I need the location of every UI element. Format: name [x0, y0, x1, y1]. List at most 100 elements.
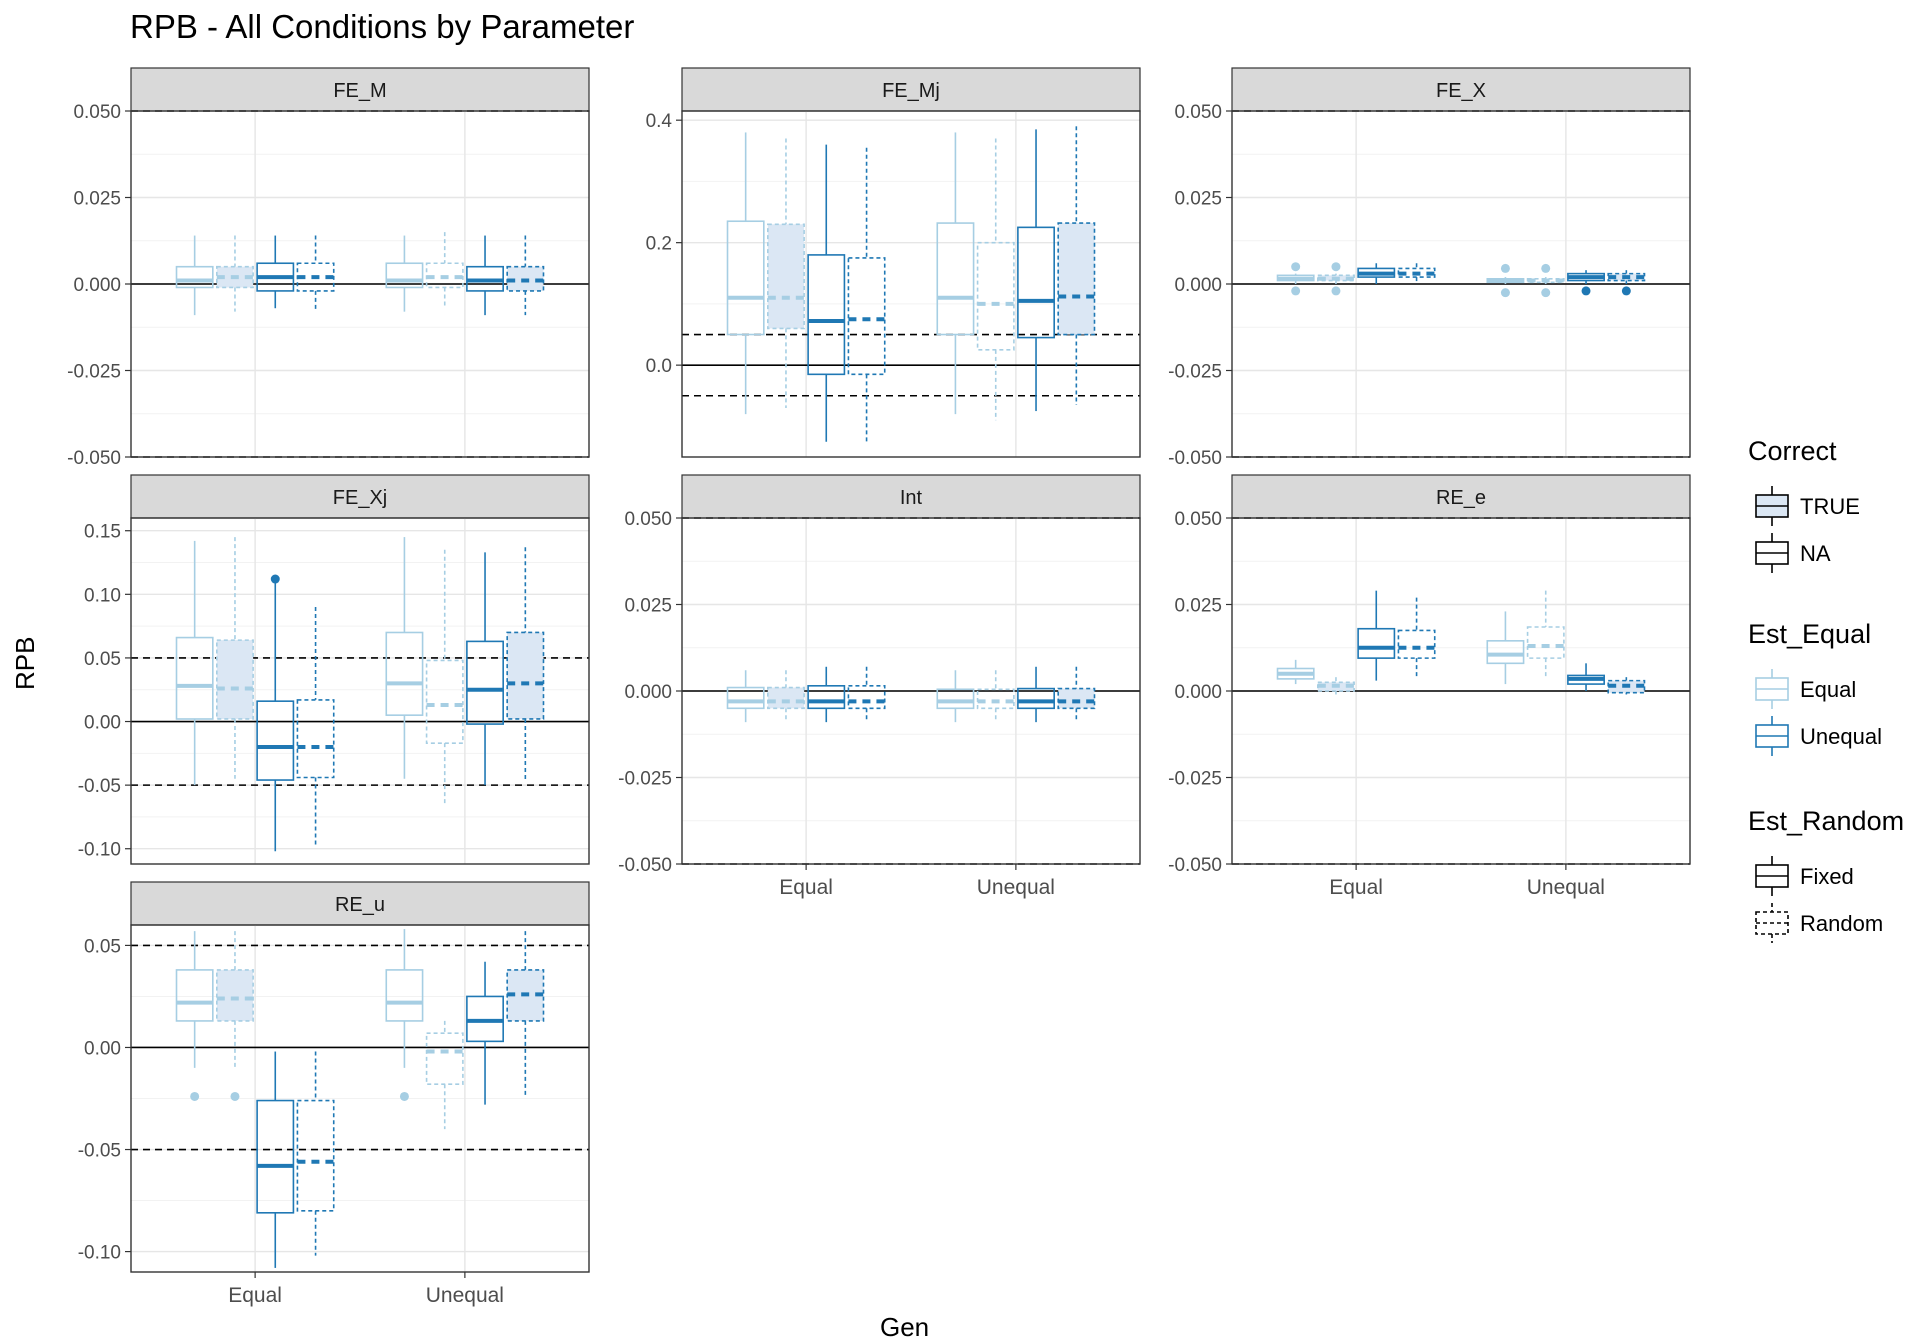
y-tick-label: 0.10	[84, 585, 121, 606]
box-iqr	[506, 631, 545, 720]
strip-label-fe-m: FE_M	[333, 80, 386, 102]
x-tick-label: Equal	[228, 1284, 282, 1307]
box-iqr	[296, 699, 335, 779]
panel-border-fe-x	[1231, 110, 1691, 458]
y-tick-label: -0.050	[1168, 448, 1222, 469]
panel-border-fe-mj	[681, 110, 1141, 458]
strip-label-fe-mj: FE_Mj	[882, 80, 940, 102]
y-tick-label: -0.050	[1168, 855, 1222, 876]
strip-re-e	[1231, 474, 1691, 519]
x-tick-label: Equal	[779, 876, 833, 899]
y-tick-label: 0.05	[84, 936, 121, 957]
x-tick-label: Unequal	[977, 876, 1055, 899]
y-tick-label: -0.05	[78, 1141, 121, 1162]
y-tick-label: 0.2	[646, 234, 672, 255]
box-iqr	[1397, 629, 1436, 659]
x-tick-label: Equal	[1329, 876, 1383, 899]
x-tick-label: Unequal	[1527, 876, 1605, 899]
outlier-point	[1621, 286, 1631, 296]
y-tick-label: -0.025	[67, 362, 121, 383]
box-iqr	[807, 685, 846, 710]
outlier-point	[399, 1091, 409, 1101]
box-iqr	[767, 223, 805, 330]
y-axis-title: RPB	[10, 636, 40, 690]
strip-label-fe-x: FE_X	[1436, 80, 1486, 102]
y-tick-label: 0.000	[624, 682, 672, 703]
panel-border-fe-m	[130, 110, 590, 458]
box-iqr	[466, 640, 504, 725]
box-iqr	[976, 688, 1015, 710]
y-tick-label: 0.050	[73, 102, 121, 123]
box-iqr	[425, 659, 464, 744]
box-iqr	[466, 995, 504, 1043]
box-iqr	[1357, 627, 1396, 659]
outlier-point	[1291, 286, 1301, 296]
panel-border-int	[681, 517, 1141, 865]
outlier-point	[1331, 286, 1341, 296]
strip-fe-m	[130, 67, 590, 112]
box-iqr	[385, 631, 424, 716]
box-iqr	[1057, 687, 1096, 710]
outlier-point	[230, 1091, 240, 1101]
box-iqr	[216, 639, 254, 720]
box-iqr	[726, 686, 765, 710]
box-iqr	[847, 685, 886, 710]
y-tick-label: 0.000	[73, 275, 121, 296]
box-iqr	[936, 222, 975, 336]
box-iqr	[726, 220, 765, 336]
y-tick-label: 0.000	[1174, 275, 1222, 296]
box-iqr	[256, 700, 295, 781]
strip-label-re-u: RE_u	[335, 894, 385, 916]
legend-label: NA	[1800, 541, 1831, 566]
chart-title: RPB - All Conditions by Parameter	[130, 8, 635, 45]
strip-fe-x	[1231, 67, 1691, 112]
box-iqr	[216, 969, 254, 1022]
y-tick-label: 0.05	[84, 649, 121, 670]
box-iqr	[847, 257, 886, 376]
box-iqr	[1526, 626, 1565, 659]
y-tick-label: -0.10	[78, 1243, 121, 1264]
y-tick-label: -0.025	[1168, 769, 1222, 790]
box-iqr	[1017, 687, 1055, 710]
x-axis-title: Gen	[880, 1312, 930, 1342]
outlier-point	[1291, 262, 1301, 272]
legend-label: TRUE	[1800, 494, 1860, 519]
y-tick-label: -0.050	[67, 448, 121, 469]
strip-fe-xj	[130, 474, 590, 519]
box-iqr	[767, 686, 805, 710]
legend-title: Est_Equal	[1748, 619, 1871, 649]
box-iqr	[256, 1099, 295, 1214]
box-iqr	[936, 688, 975, 710]
outlier-point	[1331, 262, 1341, 272]
y-tick-label: -0.05	[78, 776, 121, 797]
strip-label-fe-xj: FE_Xj	[333, 487, 387, 509]
y-tick-label: 0.000	[1174, 682, 1222, 703]
y-tick-label: 0.025	[73, 189, 121, 210]
x-tick-label: Unequal	[426, 1284, 504, 1307]
legend-title: Correct	[1748, 436, 1837, 466]
y-tick-label: -0.050	[618, 855, 672, 876]
legend-label: Unequal	[1800, 724, 1882, 749]
outlier-point	[190, 1091, 200, 1101]
y-tick-label: 0.00	[84, 1038, 121, 1059]
box-iqr	[1017, 226, 1055, 339]
box-iqr	[385, 969, 424, 1022]
y-tick-label: 0.050	[624, 509, 672, 530]
strip-label-int: Int	[900, 487, 923, 509]
legend-label: Fixed	[1800, 864, 1854, 889]
panel-border-fe-xj	[130, 517, 590, 865]
box-iqr	[807, 254, 846, 376]
box-iqr	[976, 241, 1015, 351]
legend-label: Random	[1800, 911, 1883, 936]
box-iqr	[385, 262, 424, 289]
y-tick-label: 0.050	[1174, 102, 1222, 123]
box-iqr	[1486, 640, 1525, 665]
y-tick-label: 0.00	[84, 713, 121, 734]
y-tick-label: 0.4	[646, 111, 673, 132]
outlier-point	[1541, 263, 1551, 273]
box-iqr	[175, 969, 214, 1022]
y-tick-label: 0.050	[1174, 509, 1222, 530]
box-iqr	[175, 265, 214, 289]
panel-border-re-u	[130, 924, 590, 1273]
